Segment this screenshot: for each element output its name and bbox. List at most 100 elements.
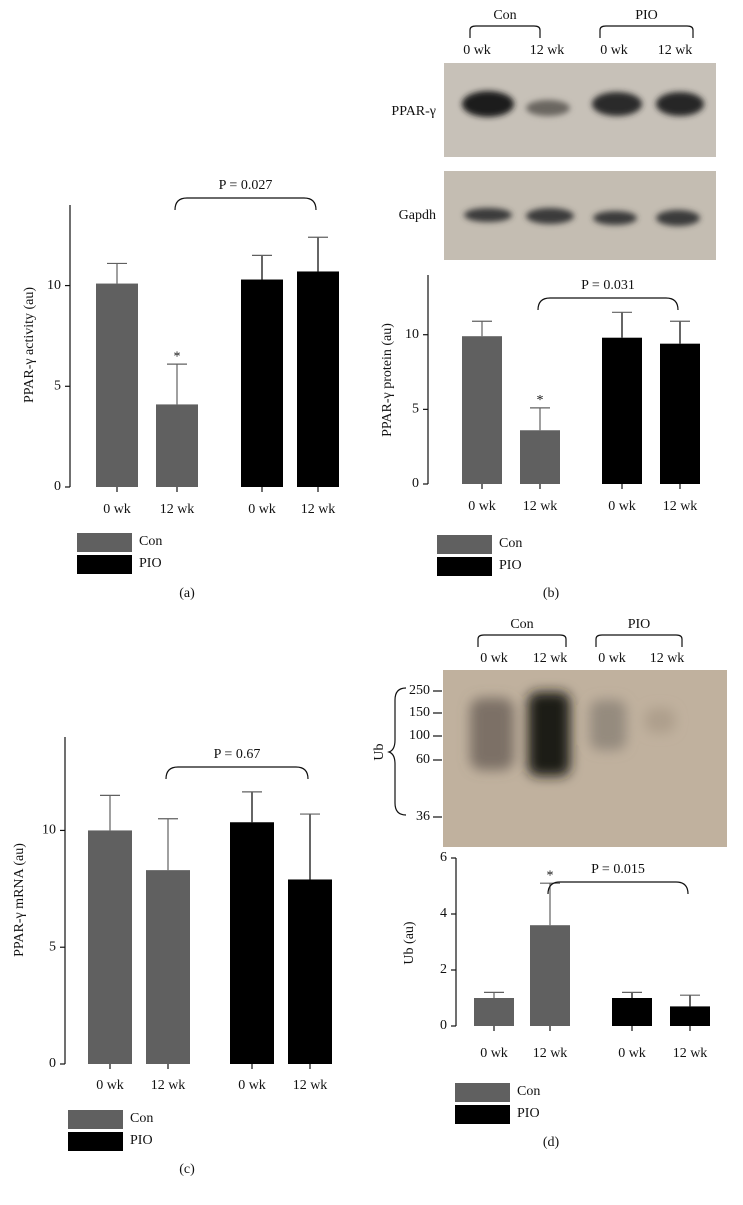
x-tick-label: 0 wk: [618, 1046, 646, 1061]
y-tick-label: 5: [412, 402, 419, 417]
legend-label: PIO: [499, 558, 522, 573]
legend-label: Con: [139, 534, 162, 549]
bar: [88, 830, 132, 1064]
x-tick-label: 12 wk: [151, 1078, 186, 1093]
blot-group-label: Con: [510, 617, 533, 632]
blot-label: Ub: [372, 743, 387, 760]
y-axis-title: PPAR-γ protein (au): [380, 323, 395, 437]
y-tick-label: 0: [412, 476, 419, 491]
y-axis-title: Ub (au): [402, 921, 417, 964]
blot-lane-label: 12 wk: [658, 43, 693, 58]
y-tick-label: 5: [54, 379, 61, 394]
blot-lane-label: 12 wk: [650, 651, 685, 666]
significance-marker: *: [547, 868, 554, 883]
blot-bracket: [469, 25, 541, 38]
blot-image: [443, 670, 727, 847]
panel-label: (d): [543, 1135, 560, 1150]
legend-swatch: [437, 557, 492, 576]
blot-marker-label: 60: [416, 752, 430, 767]
blot-marker-label: 150: [409, 705, 430, 720]
bar: [520, 430, 560, 484]
x-tick-label: 0 wk: [248, 502, 276, 517]
p-value-label: P = 0.031: [581, 278, 635, 293]
legend-label: PIO: [139, 556, 162, 571]
blot-image: [444, 63, 716, 260]
legend-label: Con: [130, 1111, 153, 1126]
y-tick-label: 0: [49, 1056, 56, 1071]
bar: [241, 279, 283, 487]
blot-lane-label: 12 wk: [530, 43, 565, 58]
x-tick-label: 12 wk: [533, 1046, 568, 1061]
panel-label: (c): [179, 1162, 195, 1177]
y-tick-label: 10: [42, 823, 56, 838]
x-tick-label: 12 wk: [160, 502, 195, 517]
bar: [156, 404, 198, 487]
bar: [660, 343, 700, 484]
p-bracket: [537, 297, 679, 311]
bar: [146, 870, 190, 1064]
blot-lane-label: 0 wk: [600, 43, 628, 58]
x-tick-label: 12 wk: [673, 1046, 708, 1061]
legend-swatch: [77, 555, 132, 574]
p-bracket: [174, 197, 317, 211]
x-tick-label: 0 wk: [103, 502, 131, 517]
blot-lane-label: 0 wk: [463, 43, 491, 58]
y-tick-label: 5: [49, 939, 56, 954]
x-tick-label: 0 wk: [96, 1078, 124, 1093]
x-tick-label: 0 wk: [468, 499, 496, 514]
x-tick-label: 12 wk: [523, 499, 558, 514]
y-tick-label: 0: [440, 1018, 447, 1033]
significance-marker: *: [174, 349, 181, 364]
legend-label: PIO: [130, 1133, 153, 1148]
legend-swatch: [455, 1105, 510, 1124]
legend-swatch: [437, 535, 492, 554]
bar: [230, 822, 274, 1064]
blot-bracket: [477, 634, 567, 647]
blot-group-label: PIO: [628, 617, 651, 632]
bar: [670, 1006, 710, 1026]
blot-lane-label: 0 wk: [598, 651, 626, 666]
bar: [462, 336, 502, 484]
blot-marker-label: 100: [409, 728, 430, 743]
blot-bracket: [595, 634, 683, 647]
panel-label: (a): [179, 586, 195, 601]
bar: [602, 337, 642, 484]
blot-marker-label: 36: [416, 809, 430, 824]
p-value-label: P = 0.015: [591, 862, 645, 877]
y-axis-title: PPAR-γ activity (au): [22, 287, 37, 403]
p-value-label: P = 0.027: [219, 178, 273, 193]
y-axis-title: PPAR-γ mRNA (au): [12, 843, 27, 957]
legend-swatch: [77, 533, 132, 552]
p-bracket: [165, 766, 309, 780]
blot-brace: [387, 687, 407, 816]
y-tick-label: 6: [440, 850, 447, 865]
y-tick-label: 0: [54, 479, 61, 494]
significance-marker: *: [537, 393, 544, 408]
legend-swatch: [68, 1132, 123, 1151]
blot-marker-label: 250: [409, 683, 430, 698]
p-value-label: P = 0.67: [214, 747, 261, 762]
y-tick-label: 4: [440, 906, 447, 921]
blot-bracket: [599, 25, 694, 38]
p-bracket: [547, 881, 689, 895]
legend-label: Con: [517, 1084, 540, 1099]
x-tick-label: 12 wk: [301, 502, 336, 517]
bar: [612, 998, 652, 1026]
bar: [297, 271, 339, 487]
blot-group-label: PIO: [635, 8, 658, 23]
bar: [474, 998, 514, 1026]
blot-lane-label: 0 wk: [480, 651, 508, 666]
bar: [288, 879, 332, 1064]
x-tick-label: 0 wk: [608, 499, 636, 514]
legend-swatch: [68, 1110, 123, 1129]
y-tick-label: 10: [47, 278, 61, 293]
y-tick-label: 10: [405, 327, 419, 342]
x-tick-label: 12 wk: [663, 499, 698, 514]
bar: [530, 925, 570, 1026]
legend-label: PIO: [517, 1106, 540, 1121]
x-tick-label: 12 wk: [293, 1078, 328, 1093]
x-tick-label: 0 wk: [238, 1078, 266, 1093]
x-tick-label: 0 wk: [480, 1046, 508, 1061]
legend-label: Con: [499, 536, 522, 551]
